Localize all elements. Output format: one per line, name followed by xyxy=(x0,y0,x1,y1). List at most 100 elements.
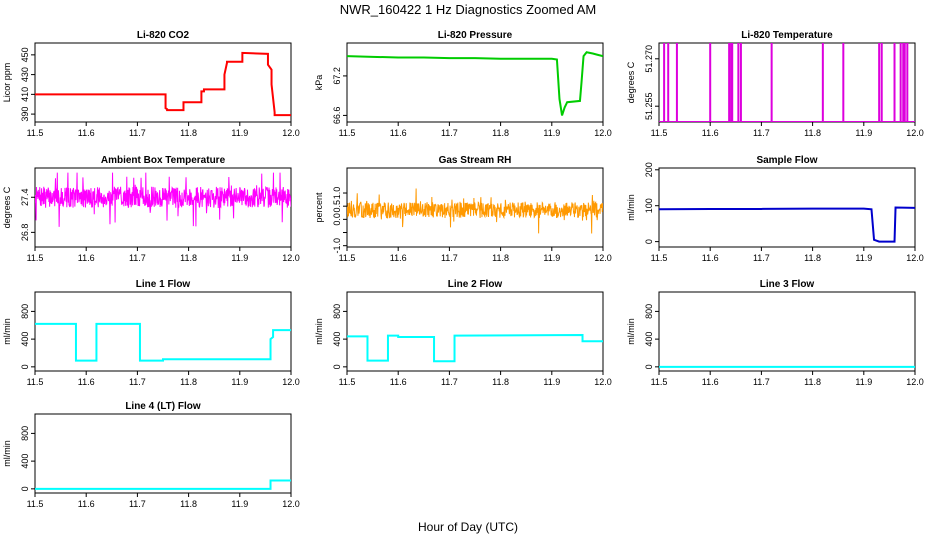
x-tick-label: 11.6 xyxy=(390,377,407,387)
y-tick-label: 0 xyxy=(332,364,342,369)
panel-title: Gas Stream RH xyxy=(439,155,512,166)
x-tick-label: 11.7 xyxy=(753,253,770,263)
y-tick-label: 800 xyxy=(20,426,30,441)
x-tick-label: 11.8 xyxy=(804,377,821,387)
y-tick-label: 0 xyxy=(644,239,654,244)
x-tick-label: 11.5 xyxy=(27,377,44,387)
x-tick-label: 11.8 xyxy=(180,128,197,138)
series-line-line4 xyxy=(35,479,291,490)
x-tick-label: 11.5 xyxy=(27,253,44,263)
x-tick-label: 11.6 xyxy=(702,253,719,263)
plot-frame xyxy=(34,42,292,123)
panel-title: Sample Flow xyxy=(756,155,817,166)
x-tick-label: 11.9 xyxy=(543,377,560,387)
series-line-ambient_temp xyxy=(35,172,291,227)
y-tick-label: 1.0 xyxy=(332,187,342,200)
x-tick-label: 11.8 xyxy=(804,128,821,138)
x-tick-label: 11.8 xyxy=(180,499,197,509)
x-tick-label: 12.0 xyxy=(282,499,300,509)
panel-title: Line 1 Flow xyxy=(136,279,191,290)
x-tick-label: 11.6 xyxy=(78,499,95,509)
x-tick-label: 11.8 xyxy=(492,253,509,263)
y-axis-label: kPa xyxy=(314,75,324,91)
y-tick-label: 67.2 xyxy=(332,67,342,85)
panel-title: Line 2 Flow xyxy=(448,279,503,290)
panel-line2: Line 2 Flow 11.5 11.6 11.7 11.8 11.9 12.0 0 400 8… xyxy=(314,279,612,387)
x-tick-label: 11.9 xyxy=(543,128,560,138)
y-tick-label: 450 xyxy=(20,47,30,62)
panels: Li-820 CO2 11.5 11.6 11.7 11.8 11.9 12.0 390 410… xyxy=(2,30,924,509)
x-tick-label: 11.6 xyxy=(702,128,719,138)
y-axis-label: degrees C xyxy=(626,61,636,103)
plot-frame xyxy=(34,167,292,248)
plot-frame xyxy=(346,42,604,123)
x-tick-label: 11.9 xyxy=(231,128,248,138)
y-tick-label: 0.0 xyxy=(332,213,342,226)
plot-frame xyxy=(658,291,916,372)
y-tick-label: 51.255 xyxy=(644,92,654,120)
x-tick-label: 11.7 xyxy=(129,499,146,509)
panel-title: Li-820 Pressure xyxy=(438,30,513,41)
plot-frame xyxy=(346,291,604,372)
y-axis-label: ml/min xyxy=(626,318,636,345)
x-tick-label: 11.5 xyxy=(339,253,356,263)
y-tick-label: 400 xyxy=(20,454,30,469)
y-tick-label: 27.4 xyxy=(20,188,30,206)
series-line-sample_flow xyxy=(659,206,915,243)
plot-frame xyxy=(34,291,292,372)
x-tick-label: 11.8 xyxy=(180,377,197,387)
x-tick-label: 11.7 xyxy=(129,377,146,387)
y-tick-label: 100 xyxy=(644,198,654,213)
x-tick-label: 11.7 xyxy=(129,253,146,263)
panel-title: Ambient Box Temperature xyxy=(101,155,226,166)
panel-line1: Line 1 Flow 11.5 11.6 11.7 11.8 11.9 12.0 0 400 8… xyxy=(2,279,300,387)
x-tick-label: 12.0 xyxy=(282,128,300,138)
x-tick-label: 11.6 xyxy=(78,128,95,138)
y-tick-label: 400 xyxy=(20,332,30,347)
y-tick-label: 200 xyxy=(644,162,654,177)
x-tick-label: 11.7 xyxy=(441,377,458,387)
series-line-co2 xyxy=(35,51,291,117)
y-tick-label: 0 xyxy=(20,364,30,369)
plot-frame xyxy=(658,42,916,123)
x-tick-label: 11.8 xyxy=(492,128,509,138)
x-tick-label: 12.0 xyxy=(906,253,924,263)
x-tick-label: 11.5 xyxy=(651,377,668,387)
panel-rh: Gas Stream RH 11.5 11.6 11.7 11.8 11.9 12.0 -1.… xyxy=(314,155,612,263)
x-tick-label: 11.7 xyxy=(441,128,458,138)
panel-licor_temp: Li-820 Temperature 11.5 11.6 11.7 11.8 11.9 12… xyxy=(626,30,924,138)
x-tick-label: 11.6 xyxy=(390,128,407,138)
x-tick-label: 11.5 xyxy=(651,128,668,138)
x-tick-label: 11.9 xyxy=(231,499,248,509)
y-tick-label: 400 xyxy=(332,332,342,347)
y-tick-label: 26.8 xyxy=(20,224,30,242)
y-axis-label: degrees C xyxy=(2,186,12,228)
series-line-pressure xyxy=(347,51,603,116)
panel-title: Li-820 CO2 xyxy=(137,30,190,41)
x-tick-label: 11.5 xyxy=(339,377,356,387)
x-tick-label: 11.7 xyxy=(753,377,770,387)
figure-title: NWR_160422 1 Hz Diagnostics Zoomed AM xyxy=(340,2,597,17)
panel-line4: Line 4 (LT) Flow 11.5 11.6 11.7 11.8 11.9 12.0… xyxy=(2,401,300,509)
panel-title: Line 4 (LT) Flow xyxy=(125,401,201,412)
x-tick-label: 11.7 xyxy=(441,253,458,263)
y-tick-label: 0.5 xyxy=(332,200,342,213)
series-line-line2 xyxy=(347,333,603,363)
x-tick-label: 11.8 xyxy=(180,253,197,263)
plot-frame xyxy=(34,413,292,494)
x-tick-label: 11.6 xyxy=(390,253,407,263)
y-axis-label: ml/min xyxy=(2,440,12,467)
x-tick-label: 11.5 xyxy=(339,128,356,138)
y-tick-label: 800 xyxy=(644,304,654,319)
x-tick-label: 11.6 xyxy=(702,377,719,387)
y-tick-label: 0 xyxy=(20,486,30,491)
y-axis-label: Licor ppm xyxy=(2,63,12,103)
y-tick-label: 51.270 xyxy=(644,45,654,73)
x-tick-label: 12.0 xyxy=(282,377,300,387)
y-tick-label: 800 xyxy=(332,304,342,319)
x-tick-label: 11.6 xyxy=(78,377,95,387)
y-tick-label: 410 xyxy=(20,87,30,102)
panel-sample_flow: Sample Flow 11.5 11.6 11.7 11.8 11.9 12.0 0 100 2… xyxy=(626,155,924,263)
y-axis-label: percent xyxy=(314,192,324,223)
